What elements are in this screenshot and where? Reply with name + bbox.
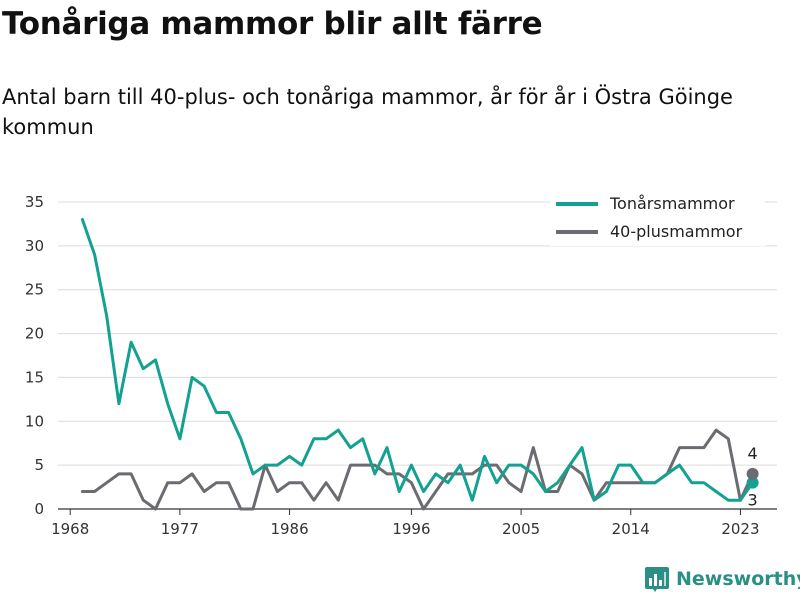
y-tick-label: 5 — [34, 456, 44, 474]
series-endpoint — [746, 467, 759, 480]
x-tick-label: 1996 — [392, 520, 430, 538]
x-tick-label: 2005 — [502, 520, 540, 538]
brand-logo: Newsworthy — [644, 566, 800, 592]
series-endpoint — [746, 476, 759, 489]
y-tick-label: 20 — [25, 325, 44, 343]
x-tick-label: 1986 — [270, 520, 308, 538]
chart-subtitle: Antal barn till 40-plus- och tonåriga ma… — [2, 85, 733, 139]
y-tick-label: 10 — [25, 412, 44, 430]
series-line — [80, 428, 755, 511]
x-tick-label: 2014 — [612, 520, 650, 538]
legend-label: 40-plusmammor — [610, 222, 743, 241]
endpoint-label: 3 — [748, 491, 758, 510]
bar-chart-logo-icon — [645, 567, 669, 592]
y-tick-label: 25 — [25, 281, 44, 299]
series-line — [80, 218, 755, 502]
endpoint-label: 4 — [748, 444, 758, 463]
legend-box — [550, 188, 765, 246]
brand-name: Newsworthy — [676, 568, 800, 590]
y-tick-label: 30 — [25, 237, 44, 255]
y-tick-label: 15 — [25, 368, 44, 386]
chart-title: Tonåriga mammor blir allt färre — [2, 6, 543, 42]
legend-label: Tonårsmammor — [609, 194, 735, 213]
y-tick-label: 0 — [34, 500, 44, 518]
x-tick-label: 1977 — [161, 520, 199, 538]
y-tick-label: 35 — [25, 193, 44, 211]
x-tick-label: 2023 — [721, 520, 759, 538]
x-tick-label: 1968 — [51, 520, 89, 538]
